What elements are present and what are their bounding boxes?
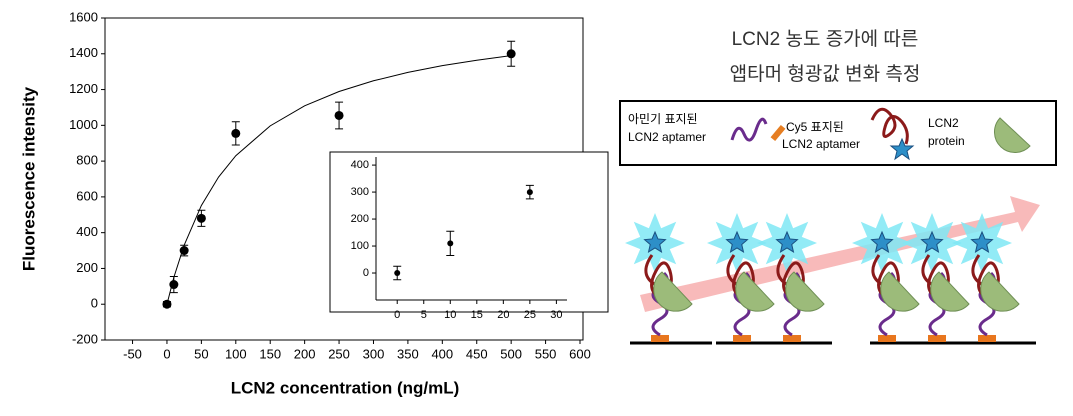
amine-tag bbox=[928, 335, 946, 342]
y-tick-label: 1400 bbox=[69, 45, 98, 60]
diagram-title: 앱타머 형광값 변화 측정 bbox=[730, 63, 921, 85]
amine-tag bbox=[878, 335, 896, 342]
legend-text: LCN2 aptamer bbox=[628, 130, 706, 144]
cy5-star bbox=[920, 230, 944, 253]
x-tick-label: 0 bbox=[163, 346, 170, 361]
y-axis-label: Fluorescence intensity bbox=[19, 86, 38, 271]
y-tick-label: 800 bbox=[76, 153, 98, 168]
cy5-aptamer bbox=[871, 254, 900, 301]
x-tick-label: 10 bbox=[444, 309, 456, 321]
fit-curve bbox=[166, 55, 512, 305]
cy5-star bbox=[970, 230, 994, 253]
x-tick-label: 150 bbox=[259, 346, 281, 361]
amine-tag bbox=[651, 335, 669, 342]
x-tick-label: 600 bbox=[569, 346, 591, 361]
data-point bbox=[334, 110, 344, 120]
x-tick-label: 0 bbox=[394, 309, 400, 321]
cy5-aptamer bbox=[776, 254, 805, 301]
y-tick-label: 0 bbox=[91, 296, 98, 311]
amine-tag bbox=[783, 335, 801, 342]
cy5-aptamer bbox=[971, 254, 1000, 301]
cy5-star bbox=[870, 230, 894, 253]
legend-amine-icon bbox=[770, 124, 786, 142]
legend-cy5-icon bbox=[870, 107, 909, 145]
data-point bbox=[169, 280, 179, 290]
y-tick-label: 400 bbox=[351, 159, 369, 171]
x-tick-label: 350 bbox=[397, 346, 419, 361]
protein bbox=[980, 271, 1020, 312]
x-tick-label: 15 bbox=[471, 309, 483, 321]
y-tick-label: 1200 bbox=[69, 81, 98, 96]
diagram-title: LCN2 농도 증가에 따른 bbox=[732, 28, 919, 50]
cy5-star bbox=[775, 230, 799, 253]
x-tick-label: 450 bbox=[466, 346, 488, 361]
cy5-aptamer bbox=[644, 254, 673, 301]
legend-star-icon bbox=[889, 137, 915, 161]
x-tick-label: 30 bbox=[550, 309, 562, 321]
data-point bbox=[196, 213, 206, 223]
cy5-aptamer bbox=[726, 254, 755, 301]
y-tick-label: 400 bbox=[76, 224, 98, 239]
y-tick-label: 0 bbox=[363, 267, 369, 279]
data-point bbox=[447, 240, 454, 247]
x-tick-label: 20 bbox=[497, 309, 509, 321]
data-point bbox=[179, 246, 189, 256]
legend-text: protein bbox=[928, 134, 965, 148]
y-tick-label: 300 bbox=[351, 186, 369, 198]
amine-tag bbox=[733, 335, 751, 342]
y-tick-label: 1000 bbox=[69, 117, 98, 132]
cy5-star bbox=[643, 230, 667, 253]
x-tick-label: 400 bbox=[431, 346, 453, 361]
protein bbox=[880, 271, 920, 312]
x-tick-label: 5 bbox=[421, 309, 427, 321]
y-tick-label: 200 bbox=[351, 213, 369, 225]
x-tick-label: 100 bbox=[225, 346, 247, 361]
x-tick-label: 300 bbox=[363, 346, 385, 361]
x-tick-label: 200 bbox=[294, 346, 316, 361]
legend-text: Cy5 표지된 bbox=[786, 120, 844, 134]
legend-protein-icon bbox=[994, 117, 1031, 153]
legend-text: LCN2 aptamer bbox=[782, 137, 860, 151]
y-tick-label: 1600 bbox=[69, 9, 98, 24]
data-point bbox=[394, 270, 401, 277]
y-tick-label: 600 bbox=[76, 188, 98, 203]
data-point bbox=[162, 299, 172, 309]
x-axis-label: LCN2 concentration (ng/mL) bbox=[231, 378, 460, 397]
x-tick-label: 50 bbox=[194, 346, 208, 361]
legend-box bbox=[619, 100, 1057, 166]
cy5-star bbox=[725, 230, 749, 253]
x-tick-label: 500 bbox=[500, 346, 522, 361]
protein bbox=[735, 271, 775, 312]
y-tick-label: 200 bbox=[76, 260, 98, 275]
y-tick-label: -200 bbox=[72, 331, 98, 346]
protein bbox=[930, 271, 970, 312]
cy5-aptamer bbox=[921, 254, 950, 301]
data-point bbox=[526, 189, 533, 196]
x-tick-label: 250 bbox=[328, 346, 350, 361]
x-tick-label: -50 bbox=[123, 346, 142, 361]
data-point bbox=[506, 49, 516, 59]
illustration bbox=[625, 213, 1036, 345]
y-tick-label: 100 bbox=[351, 240, 369, 252]
amine-tag bbox=[978, 335, 996, 342]
data-point bbox=[231, 128, 241, 138]
main-plot: -50 0 50 100 150 200 250 300 350 400 450 500 550 600-… bbox=[69, 9, 591, 361]
legend-aptamer-icon bbox=[730, 117, 768, 142]
protein bbox=[653, 271, 693, 312]
inset-frame bbox=[329, 151, 609, 313]
x-tick-label: 25 bbox=[524, 309, 536, 321]
x-tick-label: 550 bbox=[535, 346, 557, 361]
protein bbox=[785, 271, 825, 312]
legend-text: LCN2 bbox=[928, 116, 959, 130]
legend-text: 아민기 표지된 bbox=[628, 112, 698, 126]
